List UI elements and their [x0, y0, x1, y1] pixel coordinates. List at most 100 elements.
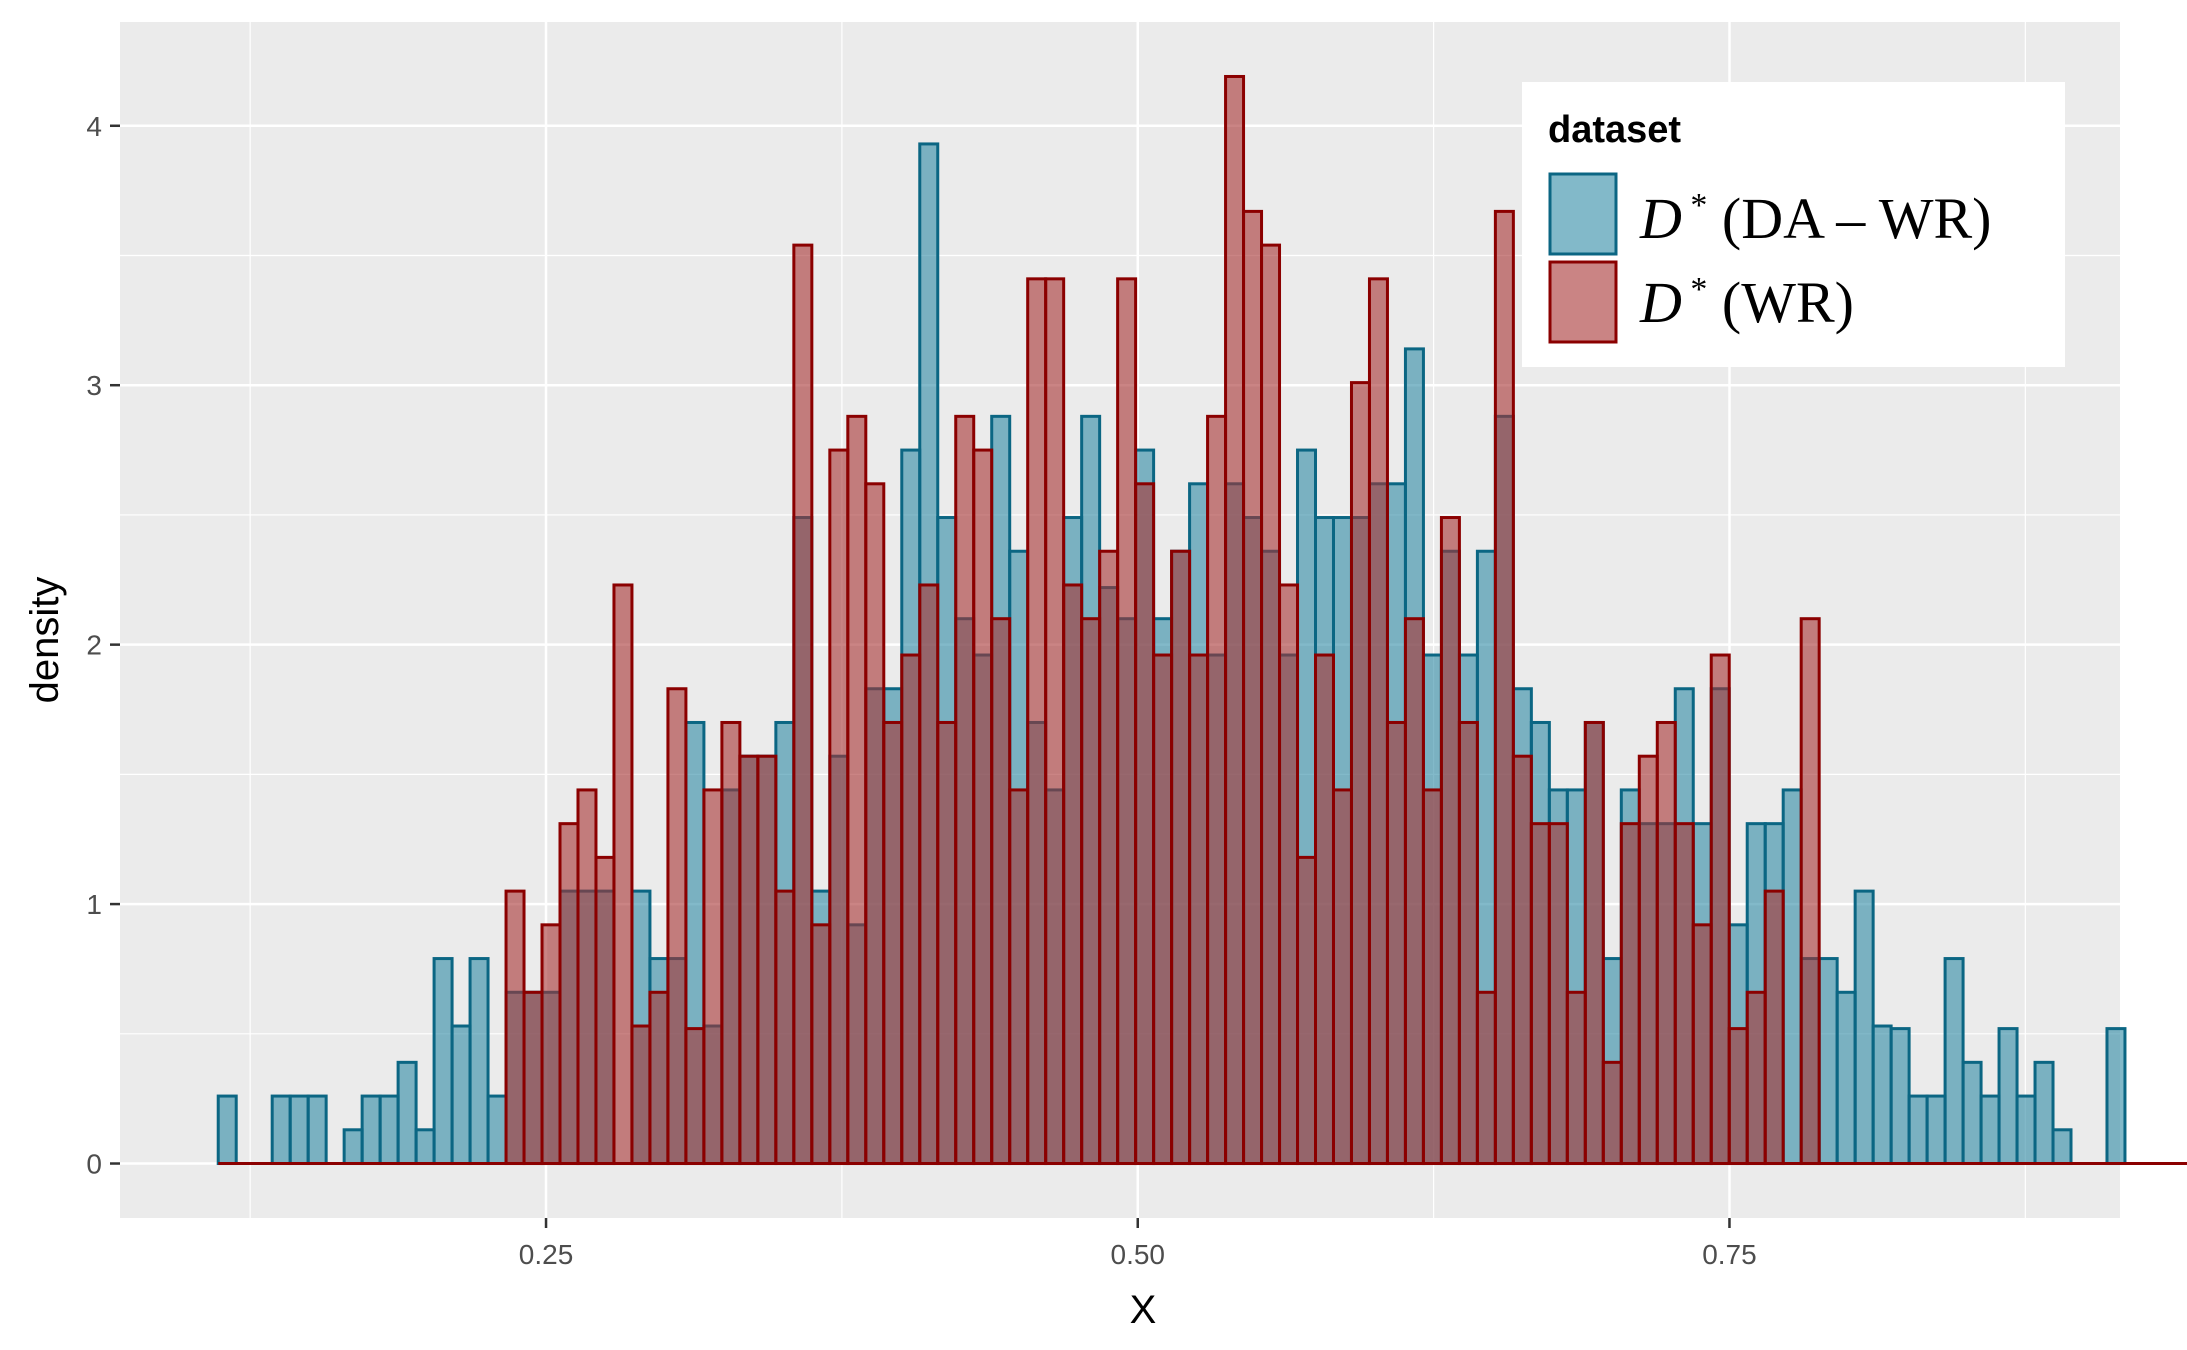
legend-label-wr-rest: (WR)	[1707, 270, 1854, 335]
legend-label-da-wr: D * (DA – WR)	[1639, 186, 1991, 251]
legend-label-da-wr-rest: (DA – WR)	[1707, 186, 1991, 251]
legend: dataset D * (DA – WR) D * (WR)	[1522, 82, 2065, 367]
bar-series-1-bin-52	[1152, 653, 1174, 1166]
y-tick-label: 2	[86, 630, 102, 661]
bar-series-1-bin-43	[990, 617, 1012, 1166]
bar-series-1-bin-56	[1224, 74, 1246, 1166]
bar-series-0-bin-89	[1817, 957, 1839, 1166]
bar-series-1-bin-50	[1116, 277, 1138, 1166]
bar-series-0-bin-14	[468, 957, 490, 1166]
bar-series-1-bin-62	[1331, 788, 1353, 1166]
bar-series-1-bin-46	[1044, 277, 1066, 1166]
bar-series-1-bin-74	[1547, 822, 1569, 1166]
bar-series-1-bin-33	[810, 923, 832, 1166]
bar-series-1-bin-41	[954, 414, 976, 1166]
bar-series-1-bin-40	[936, 720, 958, 1166]
bar-series-1-bin-35	[846, 414, 868, 1166]
legend-label-wr-d: D	[1639, 270, 1682, 335]
bar-series-1-bin-49	[1098, 549, 1120, 1166]
bar-series-0-bin-96	[1943, 957, 1965, 1166]
bar-series-1-bin-65	[1385, 720, 1407, 1166]
bar-series-1-bin-58	[1260, 243, 1282, 1166]
bar-series-1-bin-28	[720, 720, 742, 1166]
bar-series-1-bin-78	[1619, 822, 1641, 1166]
bar-series-0-bin-87	[1781, 788, 1803, 1166]
bar-series-1-bin-84	[1727, 1027, 1749, 1166]
bar-series-1-bin-34	[828, 448, 850, 1166]
bar-series-1-bin-39	[918, 583, 940, 1166]
bar-series-1-bin-44	[1008, 788, 1030, 1166]
bar-series-1-bin-32	[792, 243, 814, 1166]
bar-series-1-bin-25	[666, 687, 688, 1166]
bar-series-1-bin-54	[1188, 653, 1210, 1166]
legend-label-wr-star: *	[1682, 271, 1708, 308]
bar-series-1-bin-55	[1206, 414, 1228, 1166]
bar-series-1-bin-81	[1673, 822, 1695, 1166]
y-tick-label: 4	[86, 111, 102, 142]
bar-series-1-bin-86	[1763, 889, 1785, 1166]
y-axis-title: density	[23, 577, 67, 704]
bar-series-1-bin-57	[1242, 209, 1264, 1166]
bar-series-1-bin-64	[1367, 277, 1389, 1166]
bar-series-0-bin-8	[360, 1094, 382, 1166]
bar-series-1-bin-36	[864, 482, 886, 1166]
y-tick-label: 1	[86, 889, 102, 920]
y-tick-label: 3	[86, 370, 102, 401]
bar-series-1-bin-82	[1691, 923, 1713, 1166]
bar-series-0-bin-91	[1853, 889, 1875, 1166]
bar-series-1-bin-66	[1403, 617, 1425, 1166]
bar-series-0-bin-94	[1907, 1094, 1929, 1166]
bar-series-1-bin-59	[1278, 583, 1300, 1166]
bar-series-1-bin-88	[1799, 617, 1821, 1166]
bar-series-0-bin-11	[414, 1128, 436, 1166]
bar-series-1-bin-53	[1170, 549, 1192, 1166]
bar-series-1-bin-30	[756, 754, 778, 1166]
bar-series-1-bin-24	[648, 990, 670, 1166]
axes: 0 1 2 3 4 0.25 0.50 0.75	[86, 111, 1756, 1270]
bar-series-1-bin-67	[1421, 788, 1443, 1166]
bar-series-1-bin-73	[1529, 822, 1551, 1166]
bar-series-1-bin-71	[1493, 209, 1515, 1166]
bar-series-1-bin-76	[1583, 720, 1605, 1166]
legend-label-da-wr-d: D	[1639, 186, 1682, 251]
bar-series-0-bin-5	[306, 1094, 328, 1166]
series-wr-bars	[218, 74, 2187, 1166]
bar-series-1-bin-31	[774, 889, 796, 1166]
x-tick-label: 0.50	[1111, 1239, 1166, 1270]
bar-series-0-bin-100	[2015, 1094, 2037, 1166]
bar-series-1-bin-51	[1134, 482, 1156, 1166]
bar-series-1-bin-26	[684, 1027, 706, 1166]
legend-key-da-wr	[1548, 172, 1618, 256]
legend-label-wr: D * (WR)	[1639, 270, 1854, 335]
bar-series-0-bin-92	[1871, 1024, 1893, 1166]
x-tick-label: 0.25	[519, 1239, 574, 1270]
bar-series-1-bin-79	[1637, 754, 1659, 1166]
bar-series-1-bin-37	[882, 720, 904, 1166]
legend-title: dataset	[1548, 109, 1681, 151]
bar-series-1-bin-85	[1745, 990, 1767, 1166]
bar-series-1-bin-29	[738, 754, 760, 1166]
bar-series-1-bin-23	[630, 1024, 652, 1166]
bar-series-0-bin-12	[432, 957, 454, 1166]
x-tick-label: 0.75	[1702, 1239, 1757, 1270]
bar-series-0-bin-102	[2051, 1128, 2073, 1166]
bar-series-0-bin-99	[1997, 1027, 2019, 1166]
bar-series-0-bin-10	[396, 1060, 418, 1166]
bar-series-1-bin-70	[1475, 990, 1497, 1166]
bar-series-1-bin-16	[504, 889, 526, 1166]
bar-series-1-bin-38	[900, 653, 922, 1166]
bar-series-1-bin-17	[522, 990, 544, 1166]
bar-series-1-bin-72	[1511, 754, 1533, 1166]
bar-series-0-bin-7	[342, 1128, 364, 1166]
bar-series-0-bin-95	[1925, 1094, 1947, 1166]
bar-series-1-bin-27	[702, 788, 724, 1166]
bar-series-0-bin-97	[1961, 1060, 1983, 1166]
bar-series-1-bin-75	[1565, 990, 1587, 1166]
bar-series-1-bin-68	[1439, 516, 1461, 1166]
legend-label-da-wr-star: *	[1682, 187, 1708, 224]
legend-key-wr	[1548, 260, 1618, 344]
bar-series-0-bin-93	[1889, 1027, 1911, 1166]
bar-series-1-bin-77	[1601, 1060, 1623, 1166]
bar-series-1-bin-69	[1457, 720, 1479, 1166]
